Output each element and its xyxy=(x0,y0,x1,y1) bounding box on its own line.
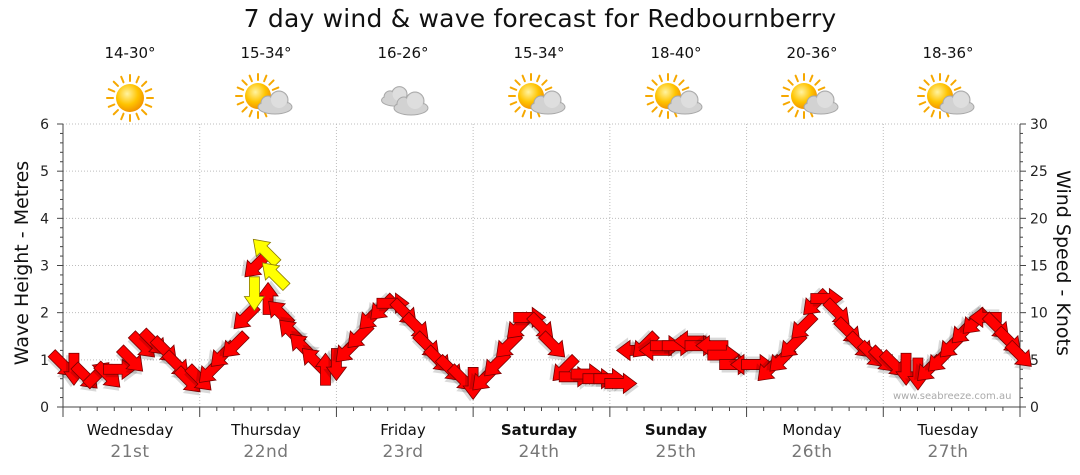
day-name-sunday: Sunday xyxy=(644,421,708,439)
temp-range-tuesday: 18-36° xyxy=(922,44,974,62)
cloud-shape xyxy=(393,91,429,116)
gust-arrow xyxy=(243,276,266,312)
day-date-thursday: 22nd xyxy=(243,442,289,462)
sun-cloud-icon xyxy=(781,73,839,119)
temp-range-wednesday: 14-30° xyxy=(104,44,156,62)
y-right-tick-label: 25 xyxy=(1030,164,1048,180)
day-date-sunday: 25th xyxy=(655,442,697,462)
y-left-tick-label: 0 xyxy=(40,400,49,416)
temp-range-saturday: 15-34° xyxy=(513,44,565,62)
y-axis-right-label: Wind Speed - Knots xyxy=(1052,170,1074,356)
y-left-tick-label: 4 xyxy=(40,211,49,227)
wind-arrow xyxy=(788,311,819,339)
y-left-tick-label: 1 xyxy=(40,353,49,369)
cloud-shape xyxy=(667,90,703,115)
cloud-shape xyxy=(803,90,839,115)
cloud-shape xyxy=(257,90,293,115)
wind-arrow xyxy=(219,330,250,358)
day-name-thursday: Thursday xyxy=(231,421,301,439)
cloud-shape xyxy=(939,90,975,115)
temp-range-sunday: 18-40° xyxy=(650,44,702,62)
y-right-tick-label: 5 xyxy=(1030,353,1039,369)
sun-cloud-icon xyxy=(917,73,975,119)
day-name-monday: Monday xyxy=(782,421,842,439)
y-axis-left-label: Wave Height - Metres xyxy=(11,160,33,366)
y-right-tick-label: 0 xyxy=(1030,400,1039,416)
sun-cloud-icon xyxy=(508,73,566,119)
y-right-tick-label: 15 xyxy=(1030,259,1048,275)
day-date-tuesday: 27th xyxy=(927,442,969,462)
gust-arrow xyxy=(252,238,282,268)
gust-arrow xyxy=(261,262,291,292)
day-name-friday: Friday xyxy=(380,421,426,439)
wind-arrow xyxy=(537,330,566,361)
day-name-wednesday: Wednesday xyxy=(86,421,174,439)
cloud-icon xyxy=(381,86,429,116)
day-date-friday: 23rd xyxy=(382,442,424,462)
temp-range-monday: 20-36° xyxy=(786,44,838,62)
day-date-wednesday: 21st xyxy=(110,442,150,462)
y-right-tick-label: 20 xyxy=(1030,211,1048,227)
temp-range-friday: 16-26° xyxy=(377,44,429,62)
wind-arrow xyxy=(1004,339,1032,370)
day-name-saturday: Saturday xyxy=(500,421,578,439)
sun-icon xyxy=(106,74,154,122)
sun-cloud-icon xyxy=(235,73,293,119)
y-left-tick-label: 2 xyxy=(40,306,49,322)
y-right-tick-label: 30 xyxy=(1030,117,1048,133)
y-right-tick-label: 10 xyxy=(1030,306,1048,322)
chart-title: 7 day wind & wave forecast for Redbournb… xyxy=(243,4,837,33)
wind-arrow xyxy=(103,358,138,383)
day-name-tuesday: Tuesday xyxy=(917,421,979,439)
day-date-monday: 26th xyxy=(791,442,833,462)
y-left-tick-label: 6 xyxy=(40,117,49,133)
sun-cloud-icon xyxy=(645,73,703,119)
y-left-tick-label: 5 xyxy=(40,164,49,180)
temp-range-thursday: 15-34° xyxy=(240,44,292,62)
credit-watermark: www.seabreeze.com.au xyxy=(893,391,1012,402)
sun-shape xyxy=(106,74,154,122)
wind-arrow xyxy=(604,372,639,397)
cloud-shape xyxy=(530,90,566,115)
day-date-saturday: 24th xyxy=(518,442,560,462)
y-left-tick-label: 3 xyxy=(40,259,49,275)
